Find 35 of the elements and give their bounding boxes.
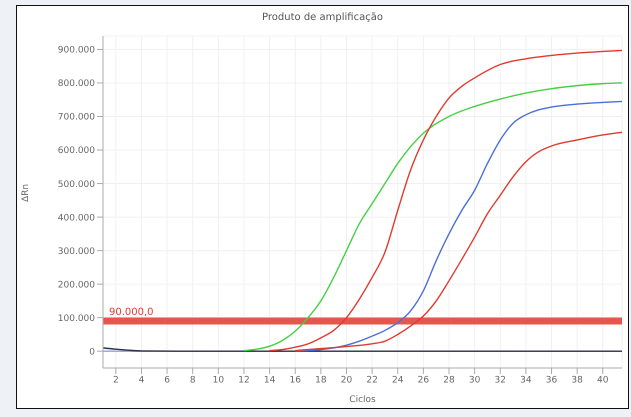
x-tick-label: 12 <box>238 375 250 386</box>
x-axis-title: Ciclos <box>349 395 376 405</box>
x-tick-label: 34 <box>520 375 532 386</box>
y-tick-label: 600.000 <box>58 146 96 156</box>
x-tick-label: 38 <box>571 375 584 386</box>
x-tick-label: 10 <box>212 375 224 386</box>
x-tick-label: 16 <box>289 375 302 386</box>
x-tick-label: 26 <box>418 375 430 386</box>
y-tick-label: 100.000 <box>58 314 96 324</box>
x-tick-label: 36 <box>546 375 558 386</box>
y-tick-label: 700.000 <box>58 112 96 123</box>
y-axis-title: ΔRn <box>21 184 32 202</box>
x-tick-label: 32 <box>494 375 506 386</box>
x-tick-label: 2 <box>112 375 119 386</box>
y-tick-label: 300.000 <box>58 246 96 257</box>
x-tick-label: 30 <box>468 375 481 386</box>
y-tick-label: 400.000 <box>58 213 96 224</box>
x-tick-label: 40 <box>597 375 609 386</box>
x-tick-label: 18 <box>315 375 327 386</box>
x-tick-label: 6 <box>164 375 170 386</box>
x-tick-label: 24 <box>392 375 404 386</box>
line-series <box>243 82 622 352</box>
x-tick-label: 4 <box>138 375 145 386</box>
y-tick-label: 500.000 <box>58 180 96 190</box>
x-tick-label: 14 <box>264 375 276 386</box>
x-tick-label: 22 <box>366 375 378 386</box>
chart-title: Produto de amplificação <box>261 12 384 25</box>
y-tick-label: 0 <box>89 347 96 358</box>
x-tick-label: 28 <box>443 375 455 386</box>
x-tick-label: 20 <box>340 375 352 386</box>
y-tick-label: 900.000 <box>58 46 96 56</box>
ref-line-label: 90.000,0 <box>109 307 154 318</box>
y-tick-label: 800.000 <box>58 79 96 90</box>
y-tick-label: 200.000 <box>58 280 96 290</box>
x-tick-label: 8 <box>190 375 196 386</box>
